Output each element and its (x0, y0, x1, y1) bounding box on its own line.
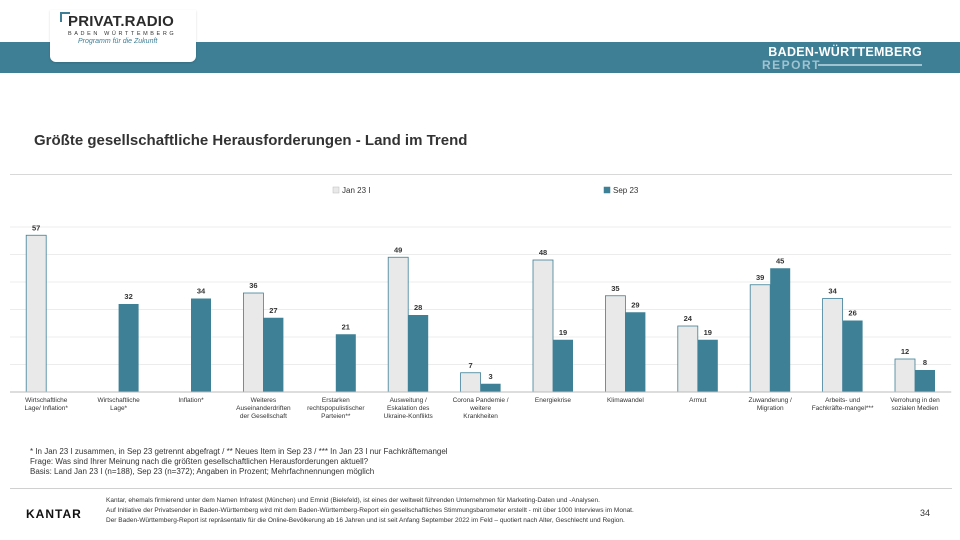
category-label: Wirtschaftliche Lage/ Inflation* (25, 397, 69, 412)
bar-sep23 (480, 383, 501, 392)
bar-jan23 (387, 256, 409, 393)
logo-tagline: Programm für die Zukunft (78, 38, 158, 45)
bar-sep23 (915, 370, 935, 392)
footnote-line: Frage: Was sind Ihrer Meinung nach die g… (30, 457, 369, 466)
category-label: Corona Pandemie / weitere Krankheiten (453, 397, 509, 420)
bar-sep23 (335, 334, 356, 392)
data-label: 34 (197, 287, 206, 296)
bar-jan23 (894, 358, 916, 393)
data-label: 12 (901, 347, 909, 356)
disclaimer-line: Der Baden-Württemberg-Report ist repräse… (106, 517, 625, 524)
bar-sep23 (553, 339, 573, 392)
category-label: Wirtschaftliche Lage* (97, 397, 140, 412)
data-label: 32 (124, 292, 132, 301)
divider (10, 174, 952, 175)
logo (50, 10, 196, 62)
category-label: Verrohung in den sozialen Medien (890, 397, 940, 412)
data-label: 29 (631, 300, 639, 309)
report-subtitle: REPORT (762, 58, 822, 72)
legend-label: Sep 23 (613, 186, 639, 195)
bar-jan23 (749, 284, 771, 393)
category-label: Zuwanderung / Migration (749, 397, 793, 412)
footnotes: * In Jan 23 I zusammen, in Sep 23 getren… (30, 447, 448, 477)
report-title: BADEN-WÜRTTEMBERG (768, 45, 922, 59)
page-number: 34 (920, 508, 931, 518)
footer-divider (10, 488, 952, 489)
data-label: 19 (559, 328, 567, 337)
bar-jan23 (677, 325, 699, 393)
kantar-logo: KANTAR (26, 507, 82, 521)
data-label: 27 (269, 306, 277, 315)
bar-sep23 (697, 339, 718, 392)
data-label: 34 (828, 287, 837, 296)
disclaimer-line: Auf Initiative der Privatsender in Baden… (106, 507, 634, 514)
logo-corner-icon (60, 12, 70, 22)
bar-jan23 (605, 295, 626, 393)
footnote-line: * In Jan 23 I zusammen, in Sep 23 getren… (30, 447, 448, 456)
bar-sep23 (625, 312, 646, 392)
data-label: 26 (848, 309, 856, 318)
category-label: Energiekrise (535, 397, 572, 404)
report-underline (818, 64, 922, 66)
data-label: 19 (704, 328, 712, 337)
category-label: Weiteres Auseinanderdriften der Gesellscha… (236, 397, 291, 420)
data-label: 7 (469, 361, 473, 370)
logo-name: PRIVAT.RADIO (68, 13, 175, 30)
category-label: Armut (689, 397, 707, 404)
data-label: 24 (684, 314, 693, 323)
category-label: Klimawandel (607, 397, 644, 404)
data-label: 28 (414, 303, 422, 312)
data-label: 57 (32, 223, 40, 232)
bar-jan23 (242, 292, 264, 393)
bar-sep23 (770, 268, 791, 392)
legend-swatch (603, 186, 611, 194)
chart-title: Größte gesellschaftliche Herausforderung… (34, 132, 468, 149)
data-label: 8 (923, 358, 927, 367)
logo-subtitle: BADEN WÜRTTEMBERG (68, 31, 177, 37)
bar-sep23 (842, 320, 863, 392)
legend-label: Jan 23 I (342, 186, 370, 195)
footnote-line: Basis: Land Jan 23 I (n=188), Sep 23 (n=… (30, 467, 375, 476)
category-label: Ausweitung / Eskalation des Ukraine-Konfli… (384, 397, 434, 420)
bar-jan23 (460, 372, 482, 393)
bar-jan23 (532, 259, 554, 393)
bar-jan23 (822, 298, 843, 393)
category-label: Erstarken rechtspopulistischer Parteien** (307, 397, 365, 420)
data-label: 35 (611, 284, 619, 293)
data-label: 45 (776, 256, 784, 265)
data-label: 3 (489, 372, 493, 381)
data-label: 36 (249, 281, 257, 290)
bar-sep23 (191, 298, 211, 392)
bar-sep23 (263, 317, 284, 392)
bar-sep23 (118, 304, 139, 392)
data-label: 21 (342, 322, 350, 331)
data-label: 49 (394, 245, 402, 254)
category-label: Inflation* (178, 397, 204, 404)
disclaimer: Kantar, ehemals firmierend unter dem Nam… (106, 496, 634, 526)
data-label: 39 (756, 273, 764, 282)
disclaimer-line: Kantar, ehemals firmierend unter dem Nam… (106, 497, 600, 504)
bar-sep23 (408, 315, 429, 392)
category-label: Arbeits- und Fachkräfte-mangel*** (812, 397, 874, 412)
data-label: 48 (539, 248, 547, 257)
legend-swatch (332, 186, 340, 194)
bar-chart: Jan 23 I Sep 2357323436272149287348193529… (10, 186, 952, 420)
bar-jan23 (25, 234, 47, 393)
